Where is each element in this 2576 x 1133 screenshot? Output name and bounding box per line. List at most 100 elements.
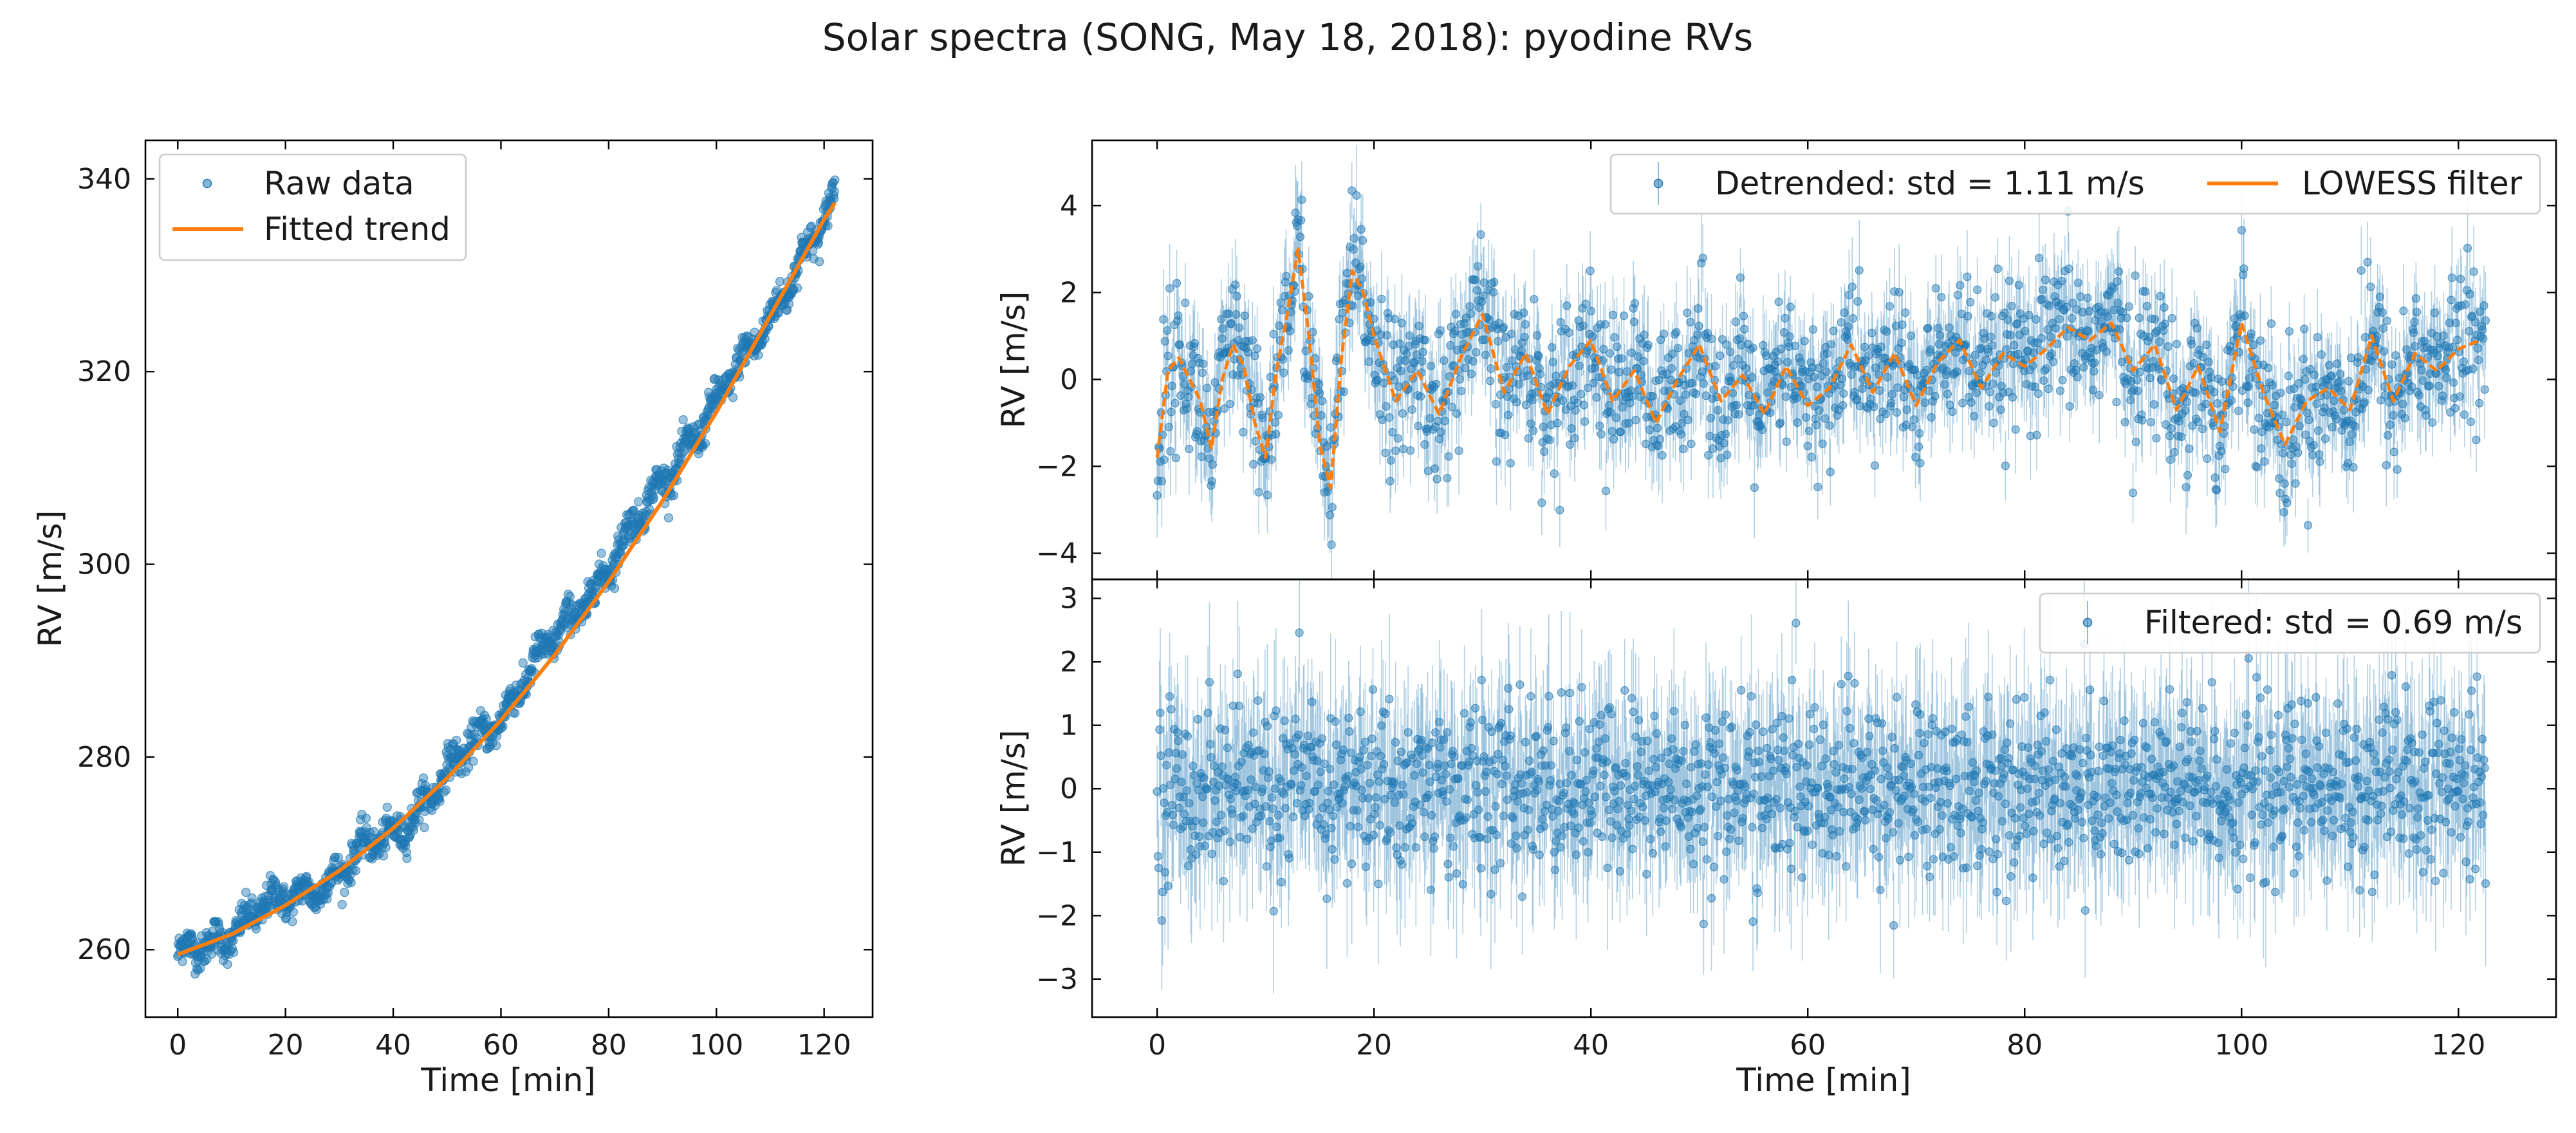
detrended-point — [2270, 400, 2279, 409]
detrended-point — [1705, 431, 1714, 440]
filtered-point — [1174, 803, 1183, 812]
detrended-point — [1881, 409, 1891, 418]
detrended-point — [2046, 332, 2055, 342]
detrended-point — [1566, 440, 1575, 449]
detrended-point — [2124, 302, 2133, 311]
detrended-point — [1770, 360, 1779, 370]
detrended-point — [1964, 393, 1973, 402]
detrended-point — [2030, 339, 2039, 348]
detrended-point — [2028, 382, 2037, 391]
detrended-point — [1985, 388, 1994, 397]
detrended-point — [2417, 366, 2426, 375]
detrended-point — [1528, 395, 1537, 405]
detrended-point — [1545, 435, 1554, 445]
detrended-point — [2079, 308, 2088, 317]
detrended-point — [1502, 362, 1511, 372]
detrended-point — [2000, 308, 2009, 317]
detrended-point — [1544, 388, 1553, 397]
detrended-point — [1687, 439, 1696, 449]
detrended-point — [1218, 324, 1227, 333]
detrended-point — [2471, 318, 2480, 327]
detrended-point — [2204, 357, 2213, 366]
detrended-point — [2177, 432, 2186, 442]
detrended-point — [1579, 321, 1588, 330]
raw-data-point — [679, 446, 689, 456]
detrended-point — [1792, 393, 1801, 403]
detrended-point — [2055, 386, 2065, 395]
detrended-point — [2317, 350, 2326, 359]
detrended-point — [1399, 444, 1408, 454]
detrended-point — [2047, 349, 2056, 359]
detrended-point — [1914, 442, 1923, 451]
detrended-point — [1804, 426, 1814, 435]
detrended-point — [1997, 382, 2006, 391]
detrended-point — [1506, 330, 1516, 339]
detrended-point — [1546, 420, 1556, 429]
detrended-point — [2447, 295, 2456, 304]
detrended-point — [1683, 308, 1692, 317]
detrended-point — [1614, 354, 1623, 363]
detrended-point — [1232, 310, 1241, 319]
detrended-point — [1957, 310, 1966, 319]
detrended-point — [2141, 287, 2150, 296]
detrended-point — [2043, 300, 2052, 309]
detrended-point — [2109, 305, 2118, 314]
detrended-point — [1297, 195, 1306, 204]
detrended-point — [2157, 376, 2166, 385]
filtered-point — [1183, 732, 1192, 741]
detrended-point — [1647, 442, 1656, 452]
left-y-tick-label: 340 — [77, 163, 131, 196]
detrended-point — [1861, 356, 1870, 365]
detrended-point — [1185, 444, 1194, 454]
filtered-point — [1178, 750, 1187, 759]
detrended-point — [2402, 345, 2411, 354]
detrended-point — [1430, 464, 1440, 473]
detrended-point — [1387, 371, 1396, 380]
detrended-point — [1853, 395, 1862, 404]
detrended-point — [1748, 373, 1757, 382]
detrended-point — [1295, 232, 1305, 241]
detrended-point — [2320, 403, 2329, 413]
detrended-point — [2335, 370, 2345, 379]
detrended-point — [1989, 418, 1998, 427]
detrended-point — [1467, 370, 1476, 379]
detrended-point — [1406, 446, 1415, 455]
detrended-point — [1444, 452, 1453, 461]
detrended-point — [1393, 434, 1402, 443]
detrended-point — [1539, 422, 1548, 431]
detrended-point — [2294, 379, 2303, 388]
detrended-point — [1388, 427, 1397, 437]
detrended-point — [2153, 326, 2162, 335]
detrended-point — [2220, 422, 2229, 431]
detrended-point — [2073, 278, 2082, 287]
detrended-point — [1909, 415, 1918, 424]
detrended-point — [1548, 342, 1557, 352]
raw-data-point — [427, 805, 437, 815]
detrended-point — [1165, 284, 1174, 293]
detrended-point — [1512, 398, 1521, 407]
detrended-point — [2057, 277, 2066, 286]
detrended-point — [2289, 435, 2298, 444]
detrended-point — [2099, 342, 2108, 352]
detrended-point — [1208, 460, 1218, 469]
detrended-point — [1382, 402, 1391, 411]
detrended-point — [1478, 335, 1487, 344]
detrended-point — [1815, 406, 1824, 415]
detrended-point — [1240, 311, 1249, 321]
detrended-point — [1241, 337, 1250, 346]
detrended-point — [1384, 314, 1393, 323]
detrended-point — [2102, 347, 2111, 356]
detrended-point — [2300, 324, 2309, 333]
legend-lowess-label: LOWESS filter — [2302, 165, 2523, 202]
detrended-point — [2039, 376, 2048, 385]
detrended-point — [1704, 451, 1713, 460]
detrended-point — [2195, 345, 2204, 355]
detrended-point — [1726, 347, 1735, 357]
detrended-point — [2120, 418, 2129, 427]
detrended-point — [1756, 420, 1765, 429]
filtered-point — [1156, 751, 1165, 760]
detrended-point — [1928, 397, 1937, 406]
detrended-point — [2001, 461, 2010, 471]
detrended-point — [1683, 415, 1692, 424]
raw-data-point — [649, 492, 658, 503]
